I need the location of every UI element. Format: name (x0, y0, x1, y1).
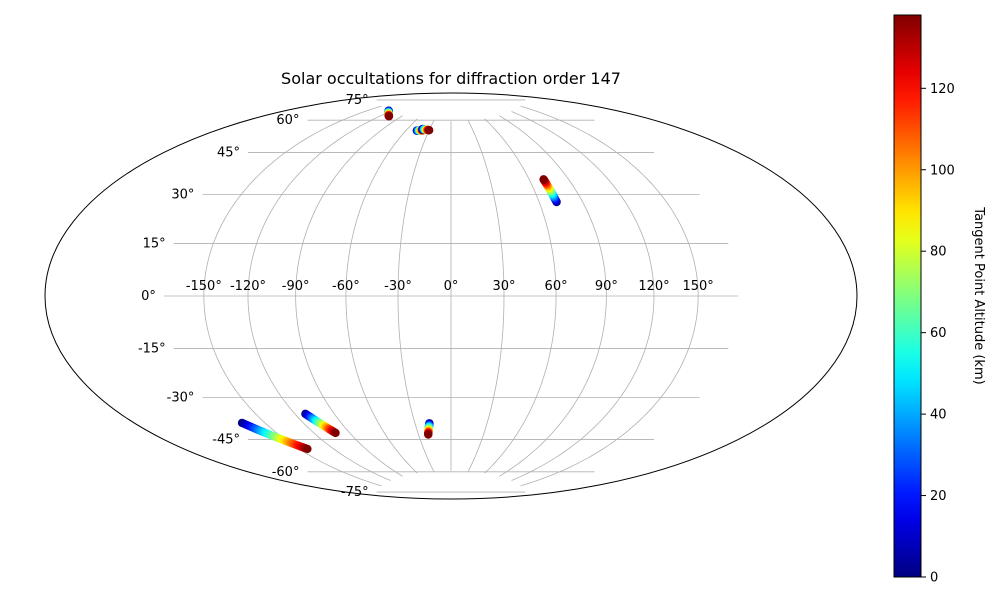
grid-meridian (295, 115, 403, 477)
grid-meridian (397, 120, 435, 472)
colorbar-tick-label: 80 (930, 245, 947, 260)
colorbar-tick-label: 0 (930, 571, 938, 586)
lat-tick-label: -30° (167, 391, 195, 406)
lat-tick-label: -60° (272, 465, 300, 480)
lon-tick-label: 30° (492, 279, 515, 294)
lat-tick-label: 75° (346, 93, 369, 108)
lat-tick-label: 30° (171, 188, 194, 203)
colorbar-tick-label: 100 (930, 163, 955, 178)
latitude-tick-labels: 75° 60° 45° 30° 15° 0° -15° -30° -45° -60° -75° (138, 93, 369, 500)
lon-tick-label: -150° (186, 279, 222, 294)
occultation-point (384, 112, 394, 121)
lat-tick-label: 60° (276, 113, 299, 128)
chart-title: Solar occultations for diffraction order… (281, 69, 621, 88)
colorbar-tick-label: 60 (930, 326, 947, 341)
grid-meridian (499, 115, 607, 477)
lon-tick-label: 90° (595, 279, 618, 294)
lon-tick-label: 150° (682, 279, 713, 294)
lat-tick-label: 0° (141, 289, 156, 304)
colorbar-label: Tangent Point Altitude (km) (971, 206, 986, 384)
lon-tick-label: 120° (638, 279, 669, 294)
occultation-point (424, 126, 434, 135)
colorbar-tick-label: 120 (930, 82, 955, 97)
lon-tick-label: 60° (545, 279, 568, 294)
grid-meridian (345, 118, 418, 474)
graticule (163, 99, 739, 493)
occultation-point (539, 175, 548, 184)
occultation-points (237, 106, 561, 454)
lat-tick-label: -45° (212, 433, 240, 448)
colorbar-gradient (893, 14, 922, 578)
colorbar-tick-label: 40 (930, 408, 947, 423)
lat-tick-label: -75° (341, 485, 369, 500)
map-boundary (44, 92, 858, 500)
colorbar-ticks: 0 20 40 60 80 100 120 (921, 82, 955, 586)
occultation-point (331, 428, 340, 438)
lon-tick-label: -90° (282, 279, 310, 294)
colorbar: 0 20 40 60 80 100 120 Tangent Point Altitude (… (893, 14, 986, 586)
longitude-tick-labels: -150° -120° -90° -60° -30° 0° 30° 60° 90° 120° 150… (186, 279, 714, 294)
occultation-point (424, 430, 433, 439)
grid-meridian (247, 111, 391, 481)
lat-tick-label: -15° (138, 342, 166, 357)
grid-meridian (511, 111, 655, 481)
lat-tick-label: 45° (217, 145, 240, 160)
grid-meridian (467, 120, 505, 472)
colorbar-tick-label: 20 (930, 489, 947, 504)
lon-tick-label: 0° (444, 279, 459, 294)
map-area: -150° -120° -90° -60° -30° 0° 30° 60° 90° 120° 150… (44, 92, 858, 500)
lon-tick-label: -60° (332, 279, 360, 294)
grid-meridian (520, 105, 699, 487)
lat-tick-label: 15° (143, 236, 166, 251)
grid-meridian (484, 118, 557, 474)
lon-tick-label: -30° (384, 279, 412, 294)
occultation-point (303, 444, 312, 454)
lon-tick-label: -120° (230, 279, 266, 294)
